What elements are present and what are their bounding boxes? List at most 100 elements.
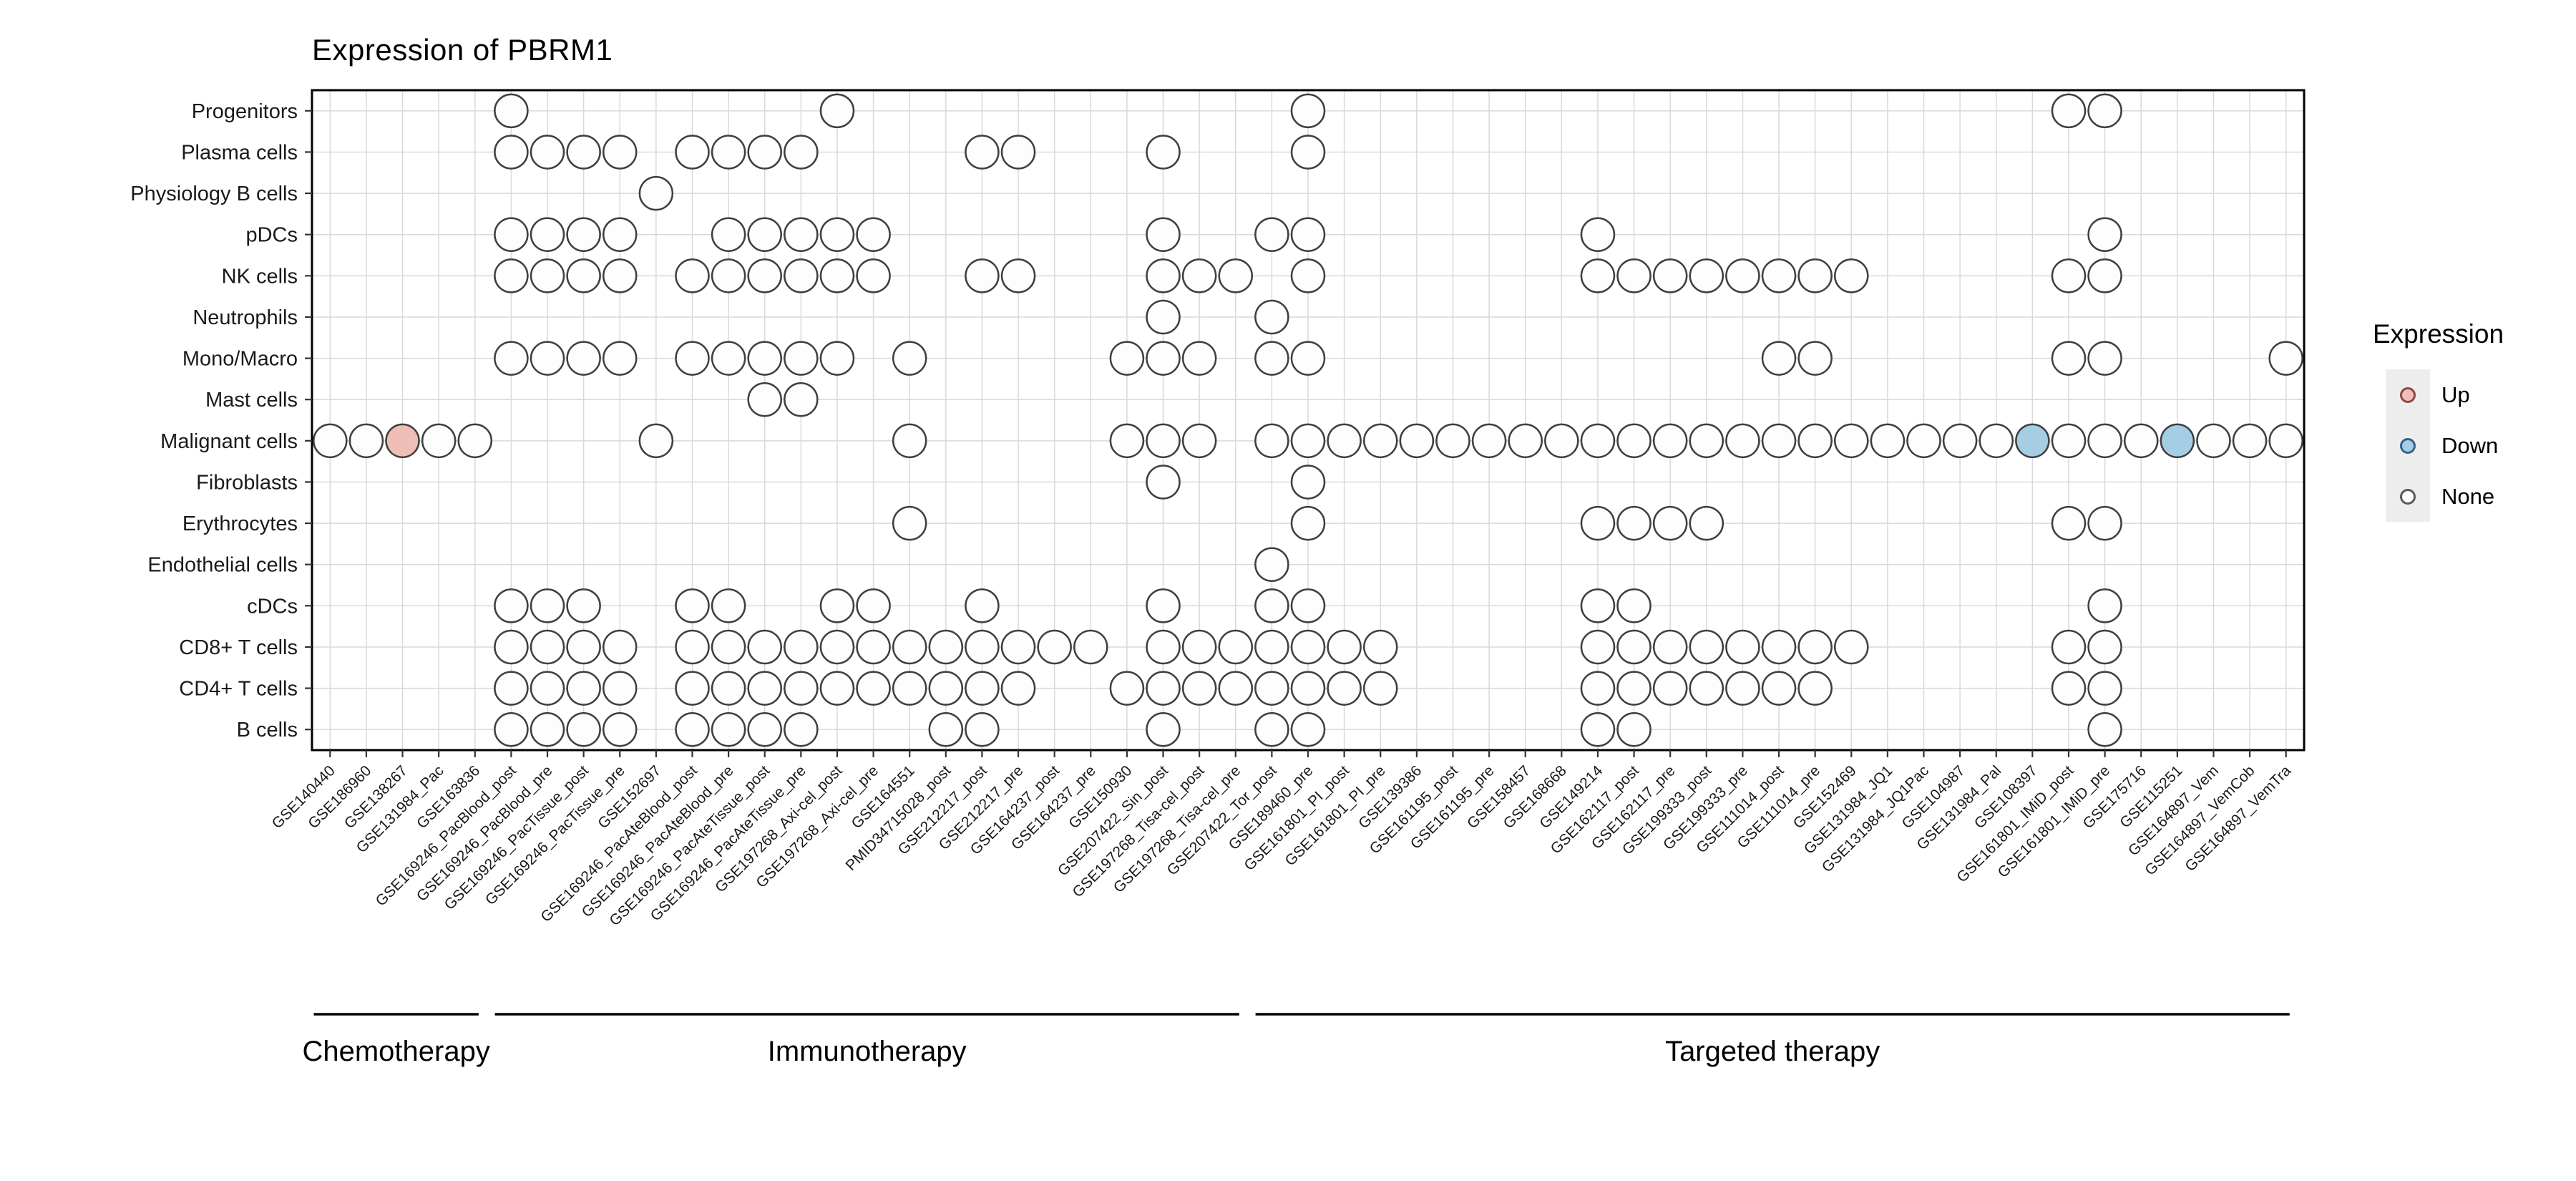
- row-label: Endothelial cells: [147, 554, 298, 577]
- expression-dot-none: [1580, 505, 1616, 541]
- expression-dot-none: [1616, 629, 1652, 665]
- expression-dot-none: [2051, 423, 2087, 459]
- expression-dot-none: [530, 629, 565, 665]
- expression-dot-none: [1580, 423, 1616, 459]
- expression-dot-none: [1037, 629, 1072, 665]
- expression-dot-none: [1580, 671, 1616, 706]
- expression-dot-none: [1109, 671, 1145, 706]
- expression-dot-none: [928, 671, 964, 706]
- expression-dot-none: [1725, 629, 1760, 665]
- expression-dot-none: [784, 381, 819, 417]
- legend-label-down: Down: [2441, 432, 2499, 458]
- expression-dot-none: [1146, 258, 1181, 293]
- expression-dot-none: [566, 341, 601, 376]
- expression-dot-none: [965, 629, 1000, 665]
- expression-dot-none: [566, 711, 601, 747]
- legend-item-down: Down: [2373, 420, 2504, 471]
- expression-dot-none: [2196, 423, 2231, 459]
- expression-dot-none: [1181, 671, 1217, 706]
- row-label: B cells: [237, 719, 298, 742]
- legend-item-none: None: [2373, 471, 2504, 522]
- legend-keys: Up Down None: [2373, 369, 2504, 522]
- expression-dot-none: [784, 629, 819, 665]
- expression-dot-none: [2087, 341, 2122, 376]
- expression-dot-none: [1362, 423, 1398, 459]
- expression-dot-none: [747, 381, 782, 417]
- expression-dot-none: [602, 711, 638, 747]
- expression-dot-none: [1580, 711, 1616, 747]
- expression-dot-none: [494, 711, 529, 747]
- expression-dot-none: [2087, 629, 2122, 665]
- expression-dot-none: [675, 341, 710, 376]
- expression-dot-none: [2087, 671, 2122, 706]
- expression-dot-none: [602, 629, 638, 665]
- expression-dot-none: [1254, 711, 1289, 747]
- chart-title: Expression of PBRM1: [312, 33, 613, 67]
- expression-dot-none: [819, 93, 855, 129]
- expression-dot-none: [2232, 423, 2268, 459]
- expression-dot-none: [494, 341, 529, 376]
- expression-dot-none: [1290, 423, 1326, 459]
- expression-dot-none: [602, 135, 638, 170]
- expression-dot-none: [2051, 341, 2087, 376]
- expression-dot-none: [784, 135, 819, 170]
- expression-dot-none: [784, 217, 819, 252]
- expression-dot-none: [928, 711, 964, 747]
- expression-dot-none: [892, 671, 927, 706]
- expression-dot-none: [711, 341, 746, 376]
- expression-dot-none: [1761, 671, 1797, 706]
- expression-dot-none: [1652, 671, 1688, 706]
- expression-dot-none: [1797, 629, 1833, 665]
- expression-dot-none: [1689, 258, 1724, 293]
- expression-dot-none: [1761, 629, 1797, 665]
- expression-dot-none: [1979, 423, 2014, 459]
- expression-dot-none: [566, 671, 601, 706]
- expression-dot-none: [1146, 299, 1181, 335]
- expression-dot-none: [675, 711, 710, 747]
- expression-dot-none: [2087, 217, 2122, 252]
- expression-dot-none: [675, 588, 710, 623]
- expression-dot-none: [1652, 258, 1688, 293]
- expression-dot-none: [2268, 341, 2303, 376]
- expression-dot-none: [1290, 341, 1326, 376]
- expression-dot-none: [784, 341, 819, 376]
- expression-dot-none: [747, 711, 782, 747]
- expression-dot-none: [711, 258, 746, 293]
- expression-dot-none: [1146, 217, 1181, 252]
- expression-dot-none: [892, 423, 927, 459]
- expression-dot-none: [566, 217, 601, 252]
- row-label: NK cells: [222, 265, 298, 288]
- expression-dot-none: [856, 629, 891, 665]
- expression-dot-none: [819, 341, 855, 376]
- expression-dot-none: [1689, 423, 1724, 459]
- expression-dot-none: [1362, 629, 1398, 665]
- legend-item-up: Up: [2373, 369, 2504, 420]
- expression-dot-none: [1000, 671, 1036, 706]
- expression-dot-none: [747, 135, 782, 170]
- expression-dot-none: [566, 629, 601, 665]
- expression-dot-none: [2268, 423, 2303, 459]
- expression-dot-none: [675, 671, 710, 706]
- expression-dot-none: [602, 217, 638, 252]
- expression-dot-none: [1290, 135, 1326, 170]
- row-label: CD4+ T cells: [179, 678, 298, 701]
- expression-dot-none: [892, 629, 927, 665]
- expression-dot-none: [1689, 505, 1724, 541]
- expression-dot-none: [1471, 423, 1507, 459]
- expression-dot-none: [1761, 423, 1797, 459]
- row-label: Plasma cells: [181, 141, 298, 164]
- expression-dot-none: [711, 671, 746, 706]
- legend-key-background: [2386, 471, 2430, 522]
- expression-dot-none: [1000, 258, 1036, 293]
- expression-dot-none: [784, 258, 819, 293]
- expression-dot-none: [711, 711, 746, 747]
- row-label: Erythrocytes: [182, 512, 298, 535]
- expression-dot-none: [1508, 423, 1543, 459]
- group-label: Chemotherapy: [302, 1036, 489, 1067]
- legend-label-none: None: [2441, 483, 2495, 509]
- expression-dot-none: [1254, 217, 1289, 252]
- expression-dot-none: [1290, 588, 1326, 623]
- expression-dot-none: [1146, 423, 1181, 459]
- expression-dot-none: [602, 258, 638, 293]
